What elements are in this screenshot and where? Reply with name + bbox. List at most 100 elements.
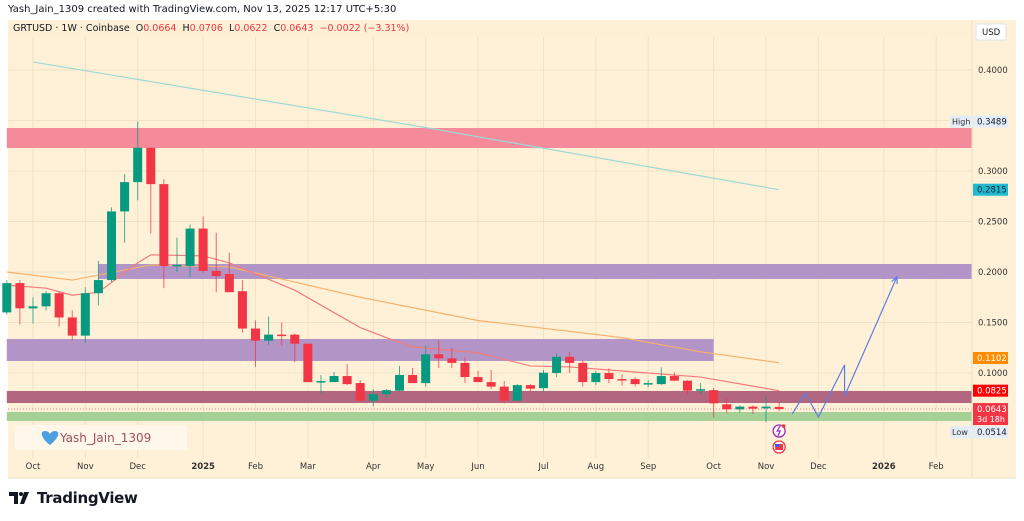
candle[interactable] [329,371,339,383]
candle[interactable] [93,260,103,306]
x-tick-label: Jul [537,462,548,472]
candle[interactable] [211,232,221,293]
candle[interactable] [748,405,758,415]
lightning-glyph [776,425,781,437]
us-flag-event-icon[interactable] [772,440,786,454]
candle[interactable] [656,367,666,386]
open-value: 0.0664 [143,23,177,34]
candle[interactable] [277,322,287,346]
candle-body [460,362,470,378]
moving-average-line[interactable] [32,61,780,191]
price-zone[interactable] [6,390,973,403]
candle-body [473,377,483,383]
currency-button-bg [975,23,1007,41]
candle[interactable] [630,377,640,387]
candle[interactable] [107,207,117,283]
lightning-event-icon[interactable] [772,424,786,438]
candle[interactable] [54,291,64,327]
high-price-tag-text: 0.3489 [977,118,1007,128]
candle[interactable] [381,389,391,398]
price-zone[interactable] [6,338,714,361]
candle[interactable] [133,121,143,201]
candle[interactable] [316,375,326,394]
candle[interactable] [342,363,352,386]
candle[interactable] [15,280,25,325]
candle[interactable] [120,174,130,243]
candle[interactable] [80,287,90,343]
low-marker-label: Low [950,426,972,439]
candle[interactable] [735,405,745,413]
candle[interactable] [709,388,719,418]
candle[interactable] [565,351,575,373]
candle[interactable] [290,333,300,362]
candle[interactable] [525,384,535,394]
projection-path[interactable] [791,276,898,419]
candle[interactable] [395,365,404,392]
candle[interactable] [408,367,418,384]
tradingview-logo[interactable]: TradingView [9,489,138,507]
candle[interactable] [761,396,771,423]
price-zone[interactable] [6,411,973,421]
candle-body [578,362,588,383]
candle[interactable] [447,347,457,368]
candle[interactable] [552,353,562,378]
ma-long-price-tag-text: 0.2815 [977,186,1007,196]
candle[interactable] [578,359,588,387]
high-label: H [182,23,190,34]
candle[interactable] [460,357,470,384]
candle[interactable] [696,383,706,395]
candle[interactable] [159,179,169,289]
candle[interactable] [604,368,614,384]
candle-body [185,228,195,266]
candle[interactable] [146,147,156,234]
attribution: Yash_Jain_1309 created with TradingView.… [8,4,397,15]
candle-body [224,274,234,293]
candle-body [761,406,771,409]
candle[interactable] [67,310,77,341]
candle[interactable] [473,370,483,383]
candle[interactable] [28,297,38,324]
candle[interactable] [2,280,12,315]
candle[interactable] [172,237,182,272]
candle[interactable] [538,369,548,392]
candle[interactable] [722,398,732,414]
candle[interactable] [185,224,195,278]
candle[interactable] [224,252,234,293]
low-label: L [228,23,235,34]
candle[interactable] [669,372,679,382]
price-zone[interactable] [6,127,973,148]
symbol-label[interactable]: GRTUSD · 1W · Coinbase [13,23,130,34]
change-value: −0.0022 (−3.31%) [319,23,410,34]
candle[interactable] [355,380,365,401]
event-dot [781,424,786,428]
x-tick-label: 2026 [872,462,896,472]
y-tick-label: 0.4000 [978,66,1008,76]
candle[interactable] [499,381,509,404]
candle[interactable] [41,291,51,311]
current-price-tag-bg [973,403,1008,426]
open-label: O [135,23,144,34]
candle[interactable] [264,316,274,345]
ma-short-price-tag-text: 0.0825 [977,387,1007,397]
candle[interactable] [237,280,247,333]
candle[interactable] [368,389,378,407]
candle[interactable] [303,343,313,383]
candle[interactable] [434,340,444,368]
candle[interactable] [643,380,653,388]
candle[interactable] [591,370,601,386]
price-zone[interactable] [98,264,973,279]
candle[interactable] [774,402,784,412]
us-flag-canton [775,444,780,447]
candle[interactable] [682,380,692,395]
candle[interactable] [251,320,261,367]
candle-body [146,147,156,185]
candle[interactable] [512,384,522,401]
currency-button[interactable]: USD [975,23,1007,41]
candle[interactable] [617,374,627,386]
candle[interactable] [198,216,208,274]
y-tick-label: 0.2000 [978,268,1008,278]
candle[interactable] [486,369,496,390]
candle-body [251,328,261,341]
candle[interactable] [421,345,431,387]
